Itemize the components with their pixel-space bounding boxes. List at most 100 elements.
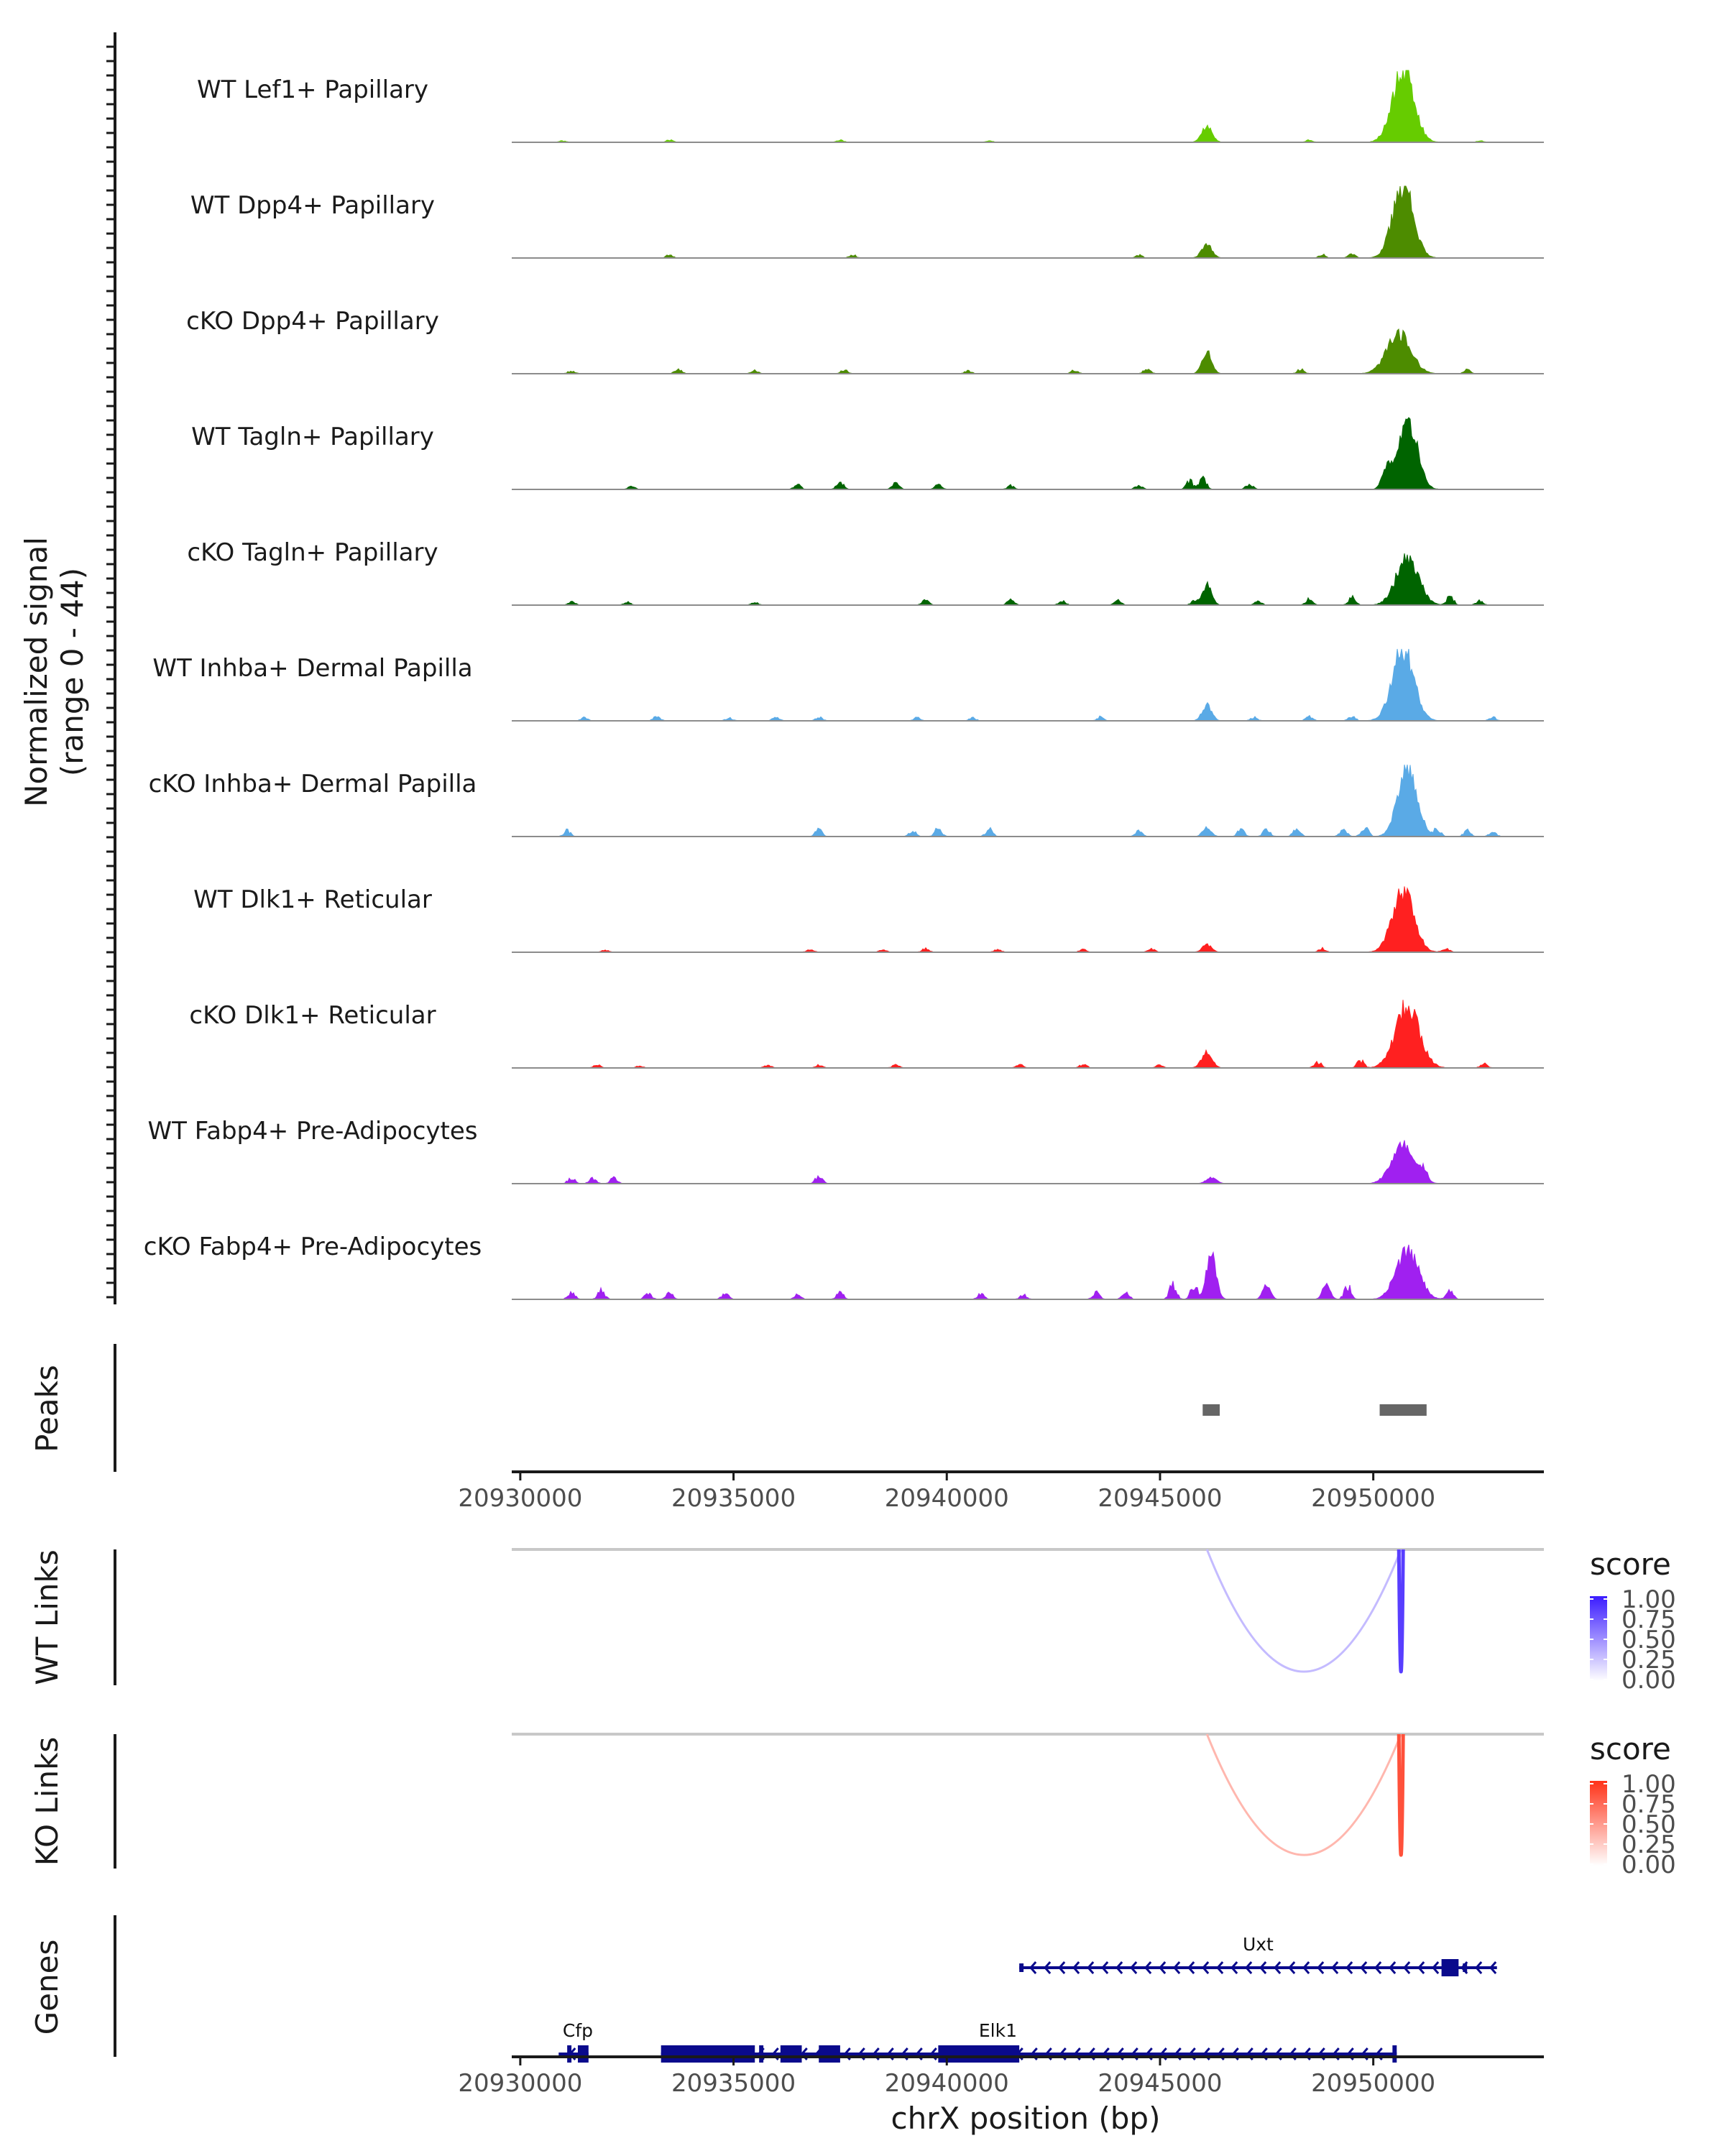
track-label: WT Inhba+ Dermal Papilla [152, 654, 472, 683]
legend-tick-label: 0.50 [1622, 1626, 1676, 1654]
strand-arrow [1245, 1961, 1253, 1974]
x-axis-bottom-tick-label: 20950000 [1311, 2069, 1435, 2098]
strand-arrow [1216, 1961, 1224, 1974]
legend-tick-label: 0.50 [1622, 1810, 1676, 1839]
links-panel-2: KO Links score 1.000.750.500.250.00 [29, 1731, 1676, 1879]
signal-area [512, 648, 1544, 722]
strand-arrow [1087, 1961, 1095, 1974]
link-arc [1205, 1733, 1402, 1856]
strand-arrow [1173, 1961, 1181, 1974]
peak-region [1202, 1404, 1220, 1416]
exon [938, 2045, 1020, 2063]
x-axis-bottom-tick-label: 20930000 [458, 2069, 582, 2098]
strand-arrow [1389, 1961, 1397, 1974]
signal-area [512, 1244, 1544, 1300]
x-axis-top-tick-label: 20930000 [458, 1484, 582, 1513]
x-axis-top: 20930000 20935000 20940000 20945000 20950000 [458, 1470, 1544, 1513]
gene-label: Elk1 [979, 2020, 1017, 2041]
legend-tick-label: 0.75 [1622, 1790, 1676, 1819]
gene-label: Cfp [563, 2020, 593, 2041]
x-axis-bottom-tick-label: 20935000 [671, 2069, 796, 2098]
track-8: WT Dlk1+ Reticular [193, 885, 1544, 953]
strand-arrow [1417, 1961, 1425, 1974]
legend-tick-label: 0.25 [1622, 1830, 1676, 1859]
link-arc [1397, 1733, 1405, 1857]
strand-arrow [1187, 1961, 1195, 1974]
signal-area [512, 185, 1544, 259]
x-axis-bottom: 20930000 20935000 20940000 20945000 20950000 [458, 2055, 1544, 2098]
signal-area [512, 70, 1544, 143]
links-label: WT Links [29, 1549, 65, 1685]
strand-arrow [1130, 1961, 1138, 1974]
signal-area [512, 1140, 1544, 1184]
peaks-label: Peaks [29, 1365, 65, 1452]
signal-area [512, 328, 1544, 374]
exon [1019, 1963, 1024, 1972]
legend-tick-label: 0.25 [1622, 1646, 1676, 1674]
gene-uxt: Uxt [1019, 1934, 1497, 1976]
legend-tick-label: 0.00 [1622, 1851, 1676, 1879]
x-axis-top-tick-label: 20945000 [1098, 1484, 1222, 1513]
strand-arrow [1346, 1961, 1353, 1974]
legend-title: score [1590, 1547, 1671, 1582]
track-label: cKO Fabp4+ Pre-Adipocytes [144, 1233, 482, 1261]
track-label: cKO Dpp4+ Papillary [186, 307, 439, 336]
links-label: KO Links [29, 1737, 65, 1866]
exon [577, 2045, 589, 2063]
signal-axis [106, 32, 116, 1304]
x-axis-title: chrX position (bp) [891, 2101, 1161, 2136]
x-axis-top-tick-label: 20940000 [885, 1484, 1009, 1513]
strand-arrow [1144, 1961, 1152, 1974]
strand-arrow [1101, 1961, 1109, 1974]
strand-arrow [1259, 1961, 1267, 1974]
exon [759, 2045, 764, 2063]
track-4: WT Tagln+ Papillary [191, 417, 1544, 490]
track-9: cKO Dlk1+ Reticular [189, 1000, 1544, 1069]
track-label: WT Tagln+ Papillary [191, 423, 434, 451]
legend-tick-label: 1.00 [1622, 1585, 1676, 1614]
strand-arrow [1029, 1961, 1037, 1974]
signal-axis-title-line2: (range 0 - 44) [55, 568, 90, 776]
exon [1392, 2045, 1397, 2063]
track-label: WT Lef1+ Papillary [197, 75, 428, 104]
genes-label: Genes [29, 1940, 65, 2035]
strand-arrow [1374, 1961, 1382, 1974]
strand-arrow [1331, 1961, 1339, 1974]
signal-area [512, 886, 1544, 953]
x-axis-bottom-tick-label: 20940000 [885, 2069, 1009, 2098]
peak-region [1379, 1404, 1427, 1416]
track-3: cKO Dpp4+ Papillary [186, 307, 1544, 374]
track-11: cKO Fabp4+ Pre-Adipocytes [144, 1233, 1544, 1300]
signal-area [512, 1000, 1544, 1069]
track-10: WT Fabp4+ Pre-Adipocytes [148, 1117, 1544, 1184]
link-arc [1205, 1549, 1402, 1673]
exon [780, 2045, 802, 2063]
peaks-panel: Peaks [29, 1344, 1427, 1472]
strand-arrow [1302, 1961, 1310, 1974]
gene-label: Uxt [1243, 1934, 1274, 1955]
x-axis-top-tick-label: 20950000 [1311, 1484, 1435, 1513]
strand-arrow [1072, 1961, 1080, 1974]
signal-area [512, 764, 1544, 837]
strand-arrow [1274, 1961, 1282, 1974]
legend-tick-label: 0.00 [1622, 1666, 1676, 1695]
signal-tracks: WT Lef1+ Papillary WT Dpp4+ Papillary cKO … [144, 70, 1544, 1300]
signal-axis-title-line1: Normalized signal [19, 537, 54, 807]
strand-arrow [1202, 1961, 1210, 1974]
exon [1441, 1959, 1459, 1976]
signal-area [512, 417, 1544, 490]
strand-arrow [1230, 1961, 1238, 1974]
legend-tick-label: 0.75 [1622, 1606, 1676, 1634]
track-1: WT Lef1+ Papillary [197, 70, 1544, 143]
exon [661, 2045, 755, 2063]
strand-arrow [1058, 1961, 1066, 1974]
strand-arrow [1044, 1961, 1052, 1974]
track-label: WT Dlk1+ Reticular [193, 885, 432, 914]
track-2: WT Dpp4+ Papillary [190, 185, 1544, 259]
x-axis-top-tick-label: 20935000 [671, 1484, 796, 1513]
exon [567, 2045, 572, 2063]
track-label: cKO Inhba+ Dermal Papilla [149, 770, 477, 798]
links-panel-1: WT Links score 1.000.750.500.250.00 [29, 1547, 1676, 1695]
